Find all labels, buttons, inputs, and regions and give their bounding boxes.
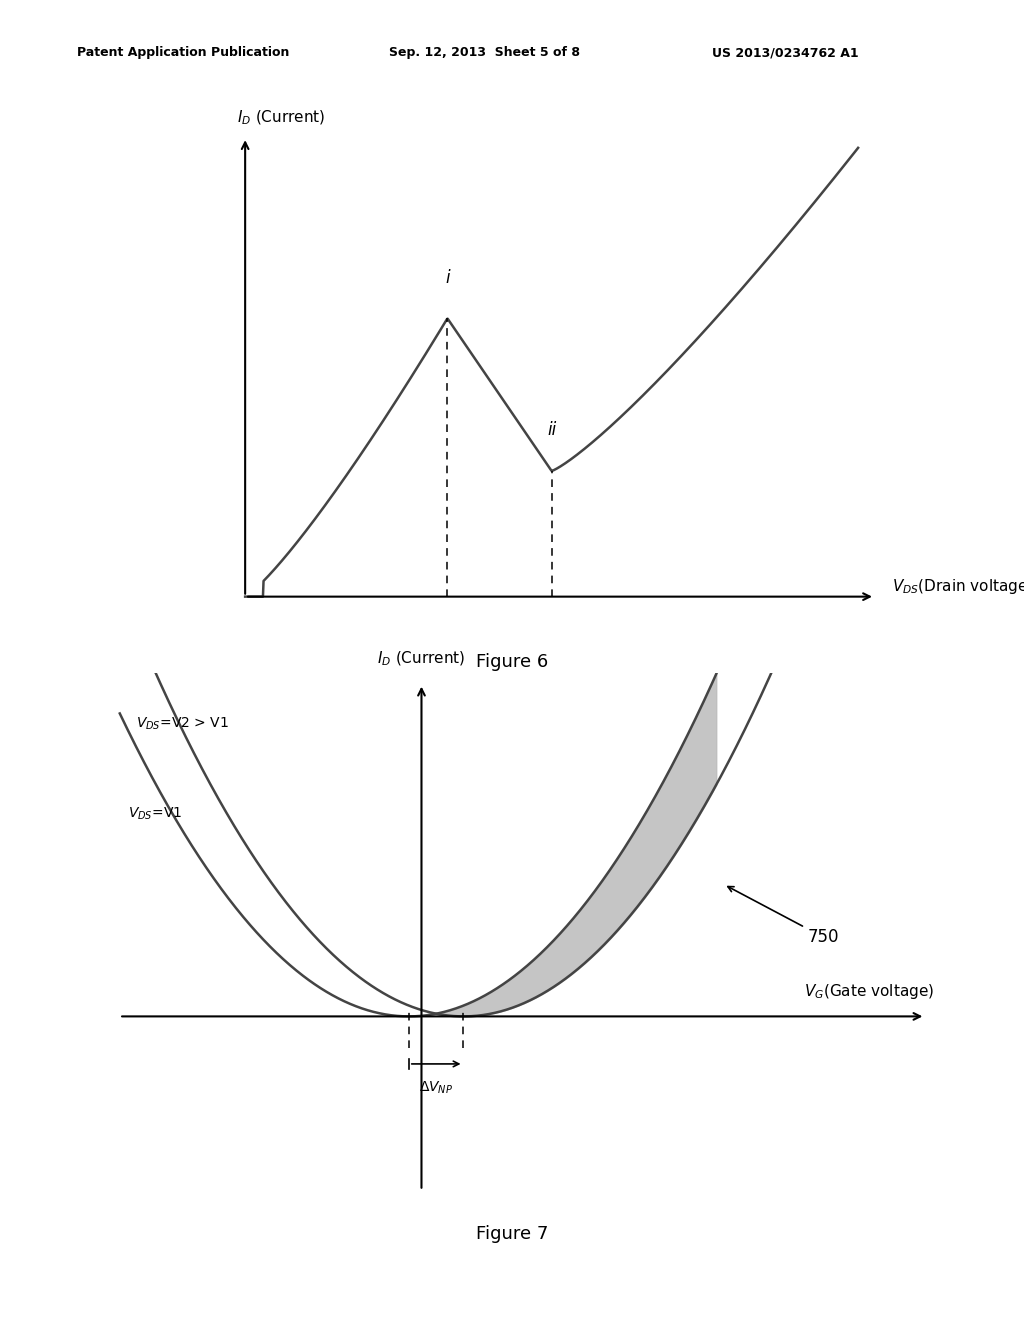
Text: ii: ii	[547, 421, 556, 440]
Text: $V_G$(Gate voltage): $V_G$(Gate voltage)	[804, 982, 934, 1001]
Text: US 2013/0234762 A1: US 2013/0234762 A1	[712, 46, 858, 59]
Text: Sep. 12, 2013  Sheet 5 of 8: Sep. 12, 2013 Sheet 5 of 8	[389, 46, 581, 59]
Text: $V_{DS}$=V2 > V1: $V_{DS}$=V2 > V1	[136, 715, 229, 731]
Text: $I_D$ (Current): $I_D$ (Current)	[377, 649, 466, 668]
Text: $\Delta V_{NP}$: $\Delta V_{NP}$	[419, 1080, 454, 1096]
Text: 750: 750	[728, 887, 840, 946]
Text: $V_{DS}$(Drain voltage): $V_{DS}$(Drain voltage)	[892, 577, 1024, 595]
Text: Patent Application Publication: Patent Application Publication	[77, 46, 289, 59]
Text: $V_{DS}$=V1: $V_{DS}$=V1	[128, 805, 182, 821]
Text: $I_D$ (Current): $I_D$ (Current)	[237, 108, 326, 127]
Text: i: i	[445, 269, 450, 286]
Text: Figure 7: Figure 7	[476, 1225, 548, 1243]
Text: Figure 6: Figure 6	[476, 653, 548, 672]
